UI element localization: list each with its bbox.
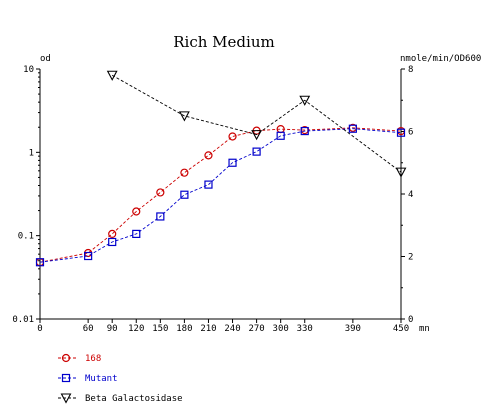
data-point	[180, 168, 189, 177]
series-line	[39, 128, 402, 263]
data-point	[299, 95, 311, 106]
data-point	[35, 258, 45, 267]
y-left-tick-label: 1	[29, 148, 34, 158]
legend-marker	[61, 353, 71, 363]
y-right-tick-label: 6	[408, 128, 413, 138]
data-point	[251, 130, 263, 141]
series-line	[39, 127, 402, 263]
data-point	[178, 111, 190, 122]
data-point	[396, 128, 406, 137]
y-left-axis-label: od	[40, 54, 51, 64]
y-right-tick-label: 2	[408, 253, 413, 263]
x-tick-label: 180	[176, 324, 192, 334]
x-ticks: 0 60 90 120 150 180 210 240 270 300 330 390 450	[37, 319, 409, 334]
data-point	[84, 251, 93, 261]
x-tick-label: 210	[200, 324, 216, 334]
series-beta-galactosidase	[106, 70, 407, 178]
x-tick-label: 120	[128, 324, 144, 334]
data-point	[252, 147, 261, 156]
legend-label: 168	[85, 354, 101, 364]
series-line	[111, 74, 402, 173]
x-axis-unit-label: mn	[419, 324, 430, 334]
series-layer	[35, 70, 407, 267]
x-tick-label: 0	[37, 324, 42, 334]
data-point	[156, 188, 165, 197]
data-point	[132, 207, 141, 216]
data-point	[204, 180, 213, 189]
data-point	[108, 229, 117, 239]
data-point	[204, 151, 213, 160]
series-168	[35, 123, 406, 267]
x-tick-label: 390	[345, 324, 361, 334]
x-tick-label: 270	[248, 324, 264, 334]
y-left-ticks: 10 1 0.1 0.01	[12, 65, 40, 325]
legend-item: Mutant	[58, 373, 118, 384]
legend-marker	[60, 393, 72, 404]
data-point	[395, 167, 407, 178]
data-point	[348, 124, 357, 133]
legend-label: Beta Galactosidase	[85, 394, 183, 404]
y-left-tick-label: 0.1	[18, 232, 34, 242]
y-right-axis-label: nmole/min/OD600	[400, 54, 481, 64]
y-right-tick-label: 0	[408, 315, 413, 325]
chart-title: Rich Medium	[173, 33, 274, 51]
legend-item: 168	[58, 353, 101, 364]
y-right-tick-label: 4	[408, 190, 413, 200]
x-tick-label: 90	[107, 324, 118, 334]
legend-item: Beta Galactosidase	[58, 393, 183, 404]
x-tick-label: 450	[393, 324, 409, 334]
data-point	[106, 70, 118, 81]
y-right-ticks: 0 2 4 6 8	[401, 65, 413, 325]
legend-label: Mutant	[85, 374, 118, 384]
series-mutant	[35, 124, 406, 267]
data-point	[276, 131, 285, 140]
y-left-tick-label: 0.01	[12, 315, 34, 325]
x-tick-label: 330	[297, 324, 313, 334]
y-right-tick-label: 8	[408, 65, 413, 75]
data-point	[180, 190, 189, 199]
x-tick-label: 240	[224, 324, 240, 334]
data-point	[300, 126, 309, 136]
data-point	[108, 237, 117, 247]
x-tick-label: 300	[273, 324, 289, 334]
data-point	[156, 212, 165, 221]
data-point	[228, 132, 237, 141]
data-point	[132, 229, 141, 239]
x-tick-label: 60	[83, 324, 94, 334]
legend: 168 Mutant Beta Galactosidase	[58, 353, 183, 404]
data-point	[228, 158, 237, 167]
x-tick-label: 150	[152, 324, 168, 334]
y-left-tick-label: 10	[23, 65, 34, 75]
legend-marker	[61, 373, 71, 383]
